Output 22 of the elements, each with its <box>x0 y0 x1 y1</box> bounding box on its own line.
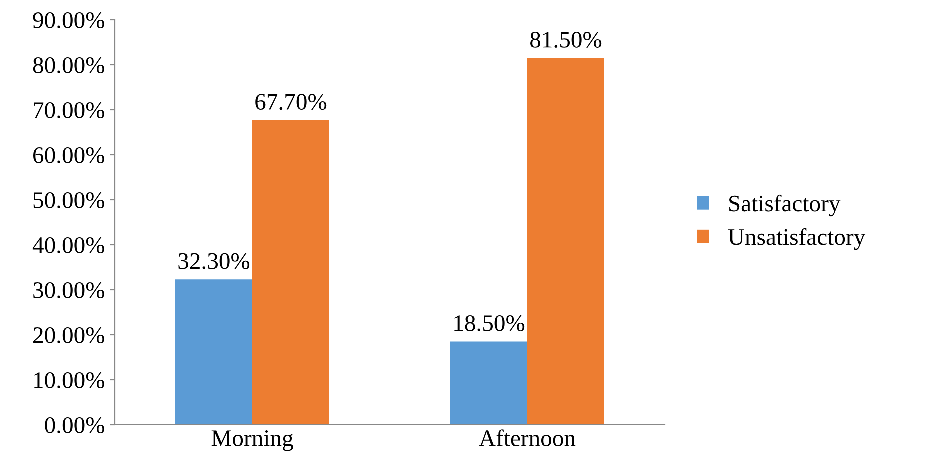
data-label: 32.30% <box>178 253 250 270</box>
y-tick-label: 90.00% <box>33 12 104 29</box>
x-tick-label: Morning <box>212 430 294 452</box>
data-label: 81.50% <box>530 32 602 48</box>
y-tick-label: 20.00% <box>34 327 104 344</box>
legend-label: Satisfactory <box>730 194 841 217</box>
y-tick-label: 10.00% <box>34 372 104 389</box>
y-tick-label: 70.00% <box>34 102 104 119</box>
bar <box>450 342 528 425</box>
y-tick-label: 60.00% <box>34 147 104 164</box>
x-tick-label: Afternoon <box>479 430 576 446</box>
y-tick-label: 80.00% <box>33 57 104 74</box>
legend-label: Unsatisfactory <box>728 228 866 250</box>
y-tick-label: 40.00% <box>32 237 104 254</box>
bar <box>176 280 252 425</box>
y-tick-label: 30.00% <box>34 282 104 299</box>
data-label: 67.70% <box>256 94 327 110</box>
y-tick-label: 50.00% <box>34 192 104 209</box>
bar <box>252 120 330 425</box>
y-tick-label: 0.00% <box>45 417 104 434</box>
bar <box>528 58 604 425</box>
data-label: 18.50% <box>454 315 525 332</box>
